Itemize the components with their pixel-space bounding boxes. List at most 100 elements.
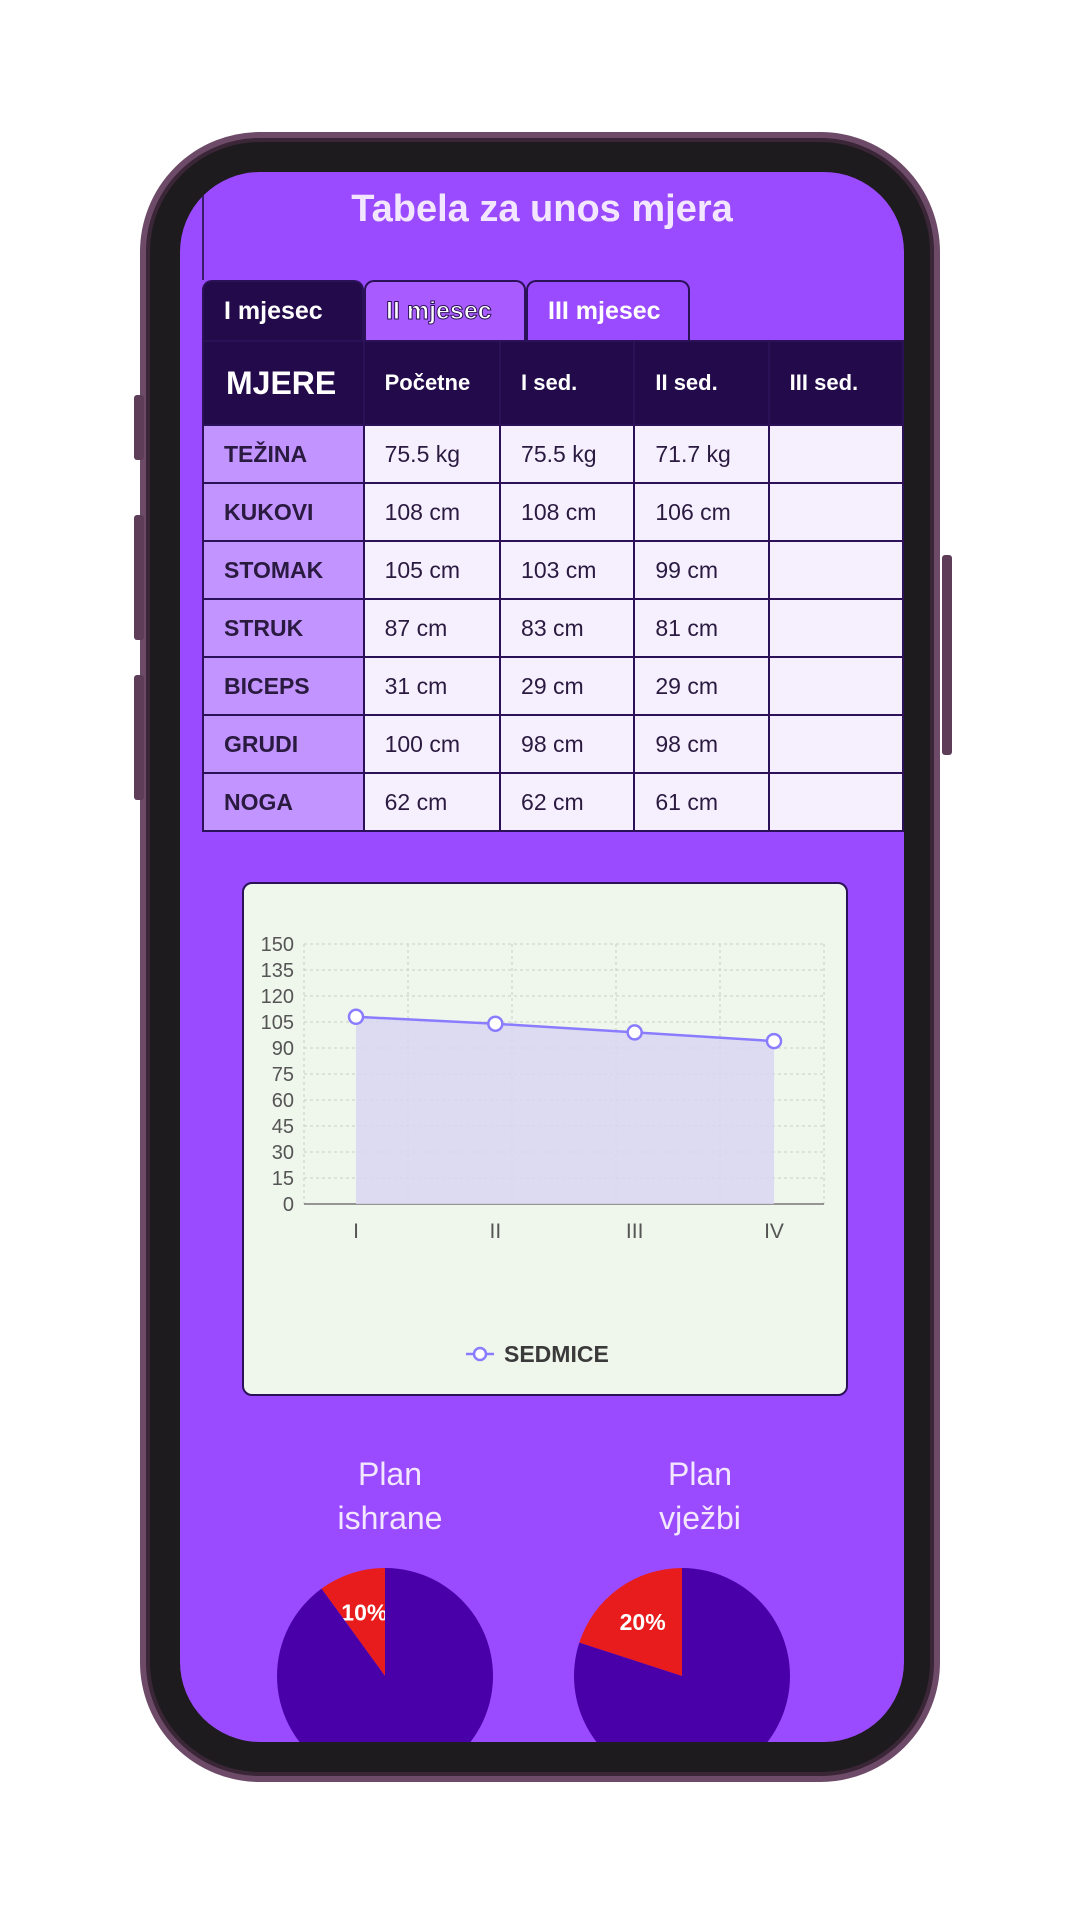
value-cell[interactable]: 99 cm — [633, 540, 770, 600]
y-tick-label: 90 — [272, 1038, 294, 1060]
x-tick-label: III — [626, 1220, 644, 1243]
month-tabs: I mjesec II mjesec III mjesec — [202, 280, 690, 340]
value-cell[interactable]: 105 cm — [362, 540, 502, 600]
value-cell[interactable] — [767, 482, 904, 542]
x-tick-label: I — [353, 1220, 359, 1243]
value-cell[interactable] — [767, 714, 904, 774]
value-cell[interactable]: 31 cm — [362, 656, 502, 716]
value-cell[interactable]: 62 cm — [362, 772, 502, 832]
table-row: NOGA 62 cm 62 cm 61 cm — [202, 772, 904, 832]
value-cell[interactable]: 75.5 kg — [499, 424, 636, 484]
data-point[interactable] — [765, 1032, 783, 1050]
pie-slice — [277, 1568, 493, 1742]
row-label: BICEPS — [202, 656, 365, 716]
tab-month-3[interactable]: III mjesec — [526, 280, 690, 340]
y-tick-label: 15 — [272, 1168, 294, 1190]
y-tick-label: 75 — [272, 1064, 294, 1086]
y-tick-label: 0 — [283, 1194, 294, 1216]
value-cell[interactable] — [767, 540, 904, 600]
data-point[interactable] — [626, 1024, 643, 1041]
pie-slice-label: 10% — [341, 1599, 387, 1625]
pie-slice-label: 20% — [620, 1609, 666, 1635]
phone-mute-button — [134, 395, 144, 460]
app-screen: Tabela za unos mjera I mjesec II mjesec … — [180, 172, 904, 1742]
value-cell[interactable]: 83 cm — [499, 598, 636, 658]
value-cell[interactable]: 81 cm — [633, 598, 770, 658]
legend-label: SEDMICE — [504, 1341, 609, 1367]
row-label: STOMAK — [202, 540, 365, 600]
series-line — [355, 1015, 775, 1043]
pie-slice — [579, 1568, 682, 1676]
value-cell[interactable]: 103 cm — [499, 540, 636, 600]
row-label: NOGA — [202, 772, 365, 832]
phone-volume-down-button — [134, 675, 144, 800]
value-cell[interactable] — [767, 424, 904, 484]
pie-chart-exercise: 20%80% — [574, 1568, 790, 1742]
value-cell[interactable]: 61 cm — [633, 772, 770, 832]
data-point[interactable] — [487, 1015, 504, 1032]
header-week-3: III sed. — [767, 340, 904, 426]
y-tick-label: 135 — [261, 960, 294, 982]
value-cell[interactable]: 75.5 kg — [362, 424, 502, 484]
table-row: GRUDI 100 cm 98 cm 98 cm — [202, 714, 904, 774]
value-cell[interactable]: 98 cm — [499, 714, 636, 774]
x-tick-label: IV — [764, 1220, 784, 1243]
pie-title-exercise: Plan vježbi — [600, 1452, 800, 1540]
table-row: KUKOVI 108 cm 108 cm 106 cm — [202, 482, 904, 542]
phone-power-button — [942, 555, 952, 755]
header-week-1: I sed. — [499, 340, 636, 426]
row-label: STRUK — [202, 598, 365, 658]
header-mjere: MJERE — [202, 340, 365, 426]
row-label: GRUDI — [202, 714, 365, 774]
series-area — [356, 1016, 774, 1204]
header-week-2: II sed. — [633, 340, 770, 426]
tab-month-1[interactable]: I mjesec — [202, 280, 364, 340]
value-cell[interactable]: 98 cm — [633, 714, 770, 774]
data-point[interactable] — [347, 1008, 365, 1026]
pie-title-nutrition: Plan ishrane — [290, 1452, 490, 1540]
value-cell[interactable]: 100 cm — [362, 714, 502, 774]
value-cell[interactable] — [767, 772, 904, 832]
value-cell[interactable]: 29 cm — [633, 656, 770, 716]
value-cell[interactable]: 62 cm — [499, 772, 636, 832]
pie-title-line: Plan — [667, 1456, 733, 1492]
pie-title-line: Plan — [357, 1456, 423, 1492]
y-tick-label: 45 — [272, 1116, 294, 1138]
y-tick-label: 105 — [261, 1012, 294, 1034]
table-header-row: MJERE Početne I sed. II sed. III sed. — [202, 340, 904, 426]
page-title: Tabela za unos mjera — [351, 188, 733, 230]
table-row: STRUK 87 cm 83 cm 81 cm — [202, 598, 904, 658]
y-tick-label: 30 — [272, 1142, 294, 1164]
value-cell[interactable] — [767, 598, 904, 658]
header-pocetne: Početne — [362, 340, 502, 426]
progress-chart-panel: 0 15 30 45 60 75 90 105 120 135 150 I II III IV SEDMICE — [242, 882, 848, 1396]
legend-marker — [472, 1346, 488, 1362]
value-cell[interactable]: 108 cm — [499, 482, 636, 542]
table-row: STOMAK 105 cm 103 cm 99 cm — [202, 540, 904, 600]
row-label: KUKOVI — [202, 482, 365, 542]
value-cell[interactable]: 106 cm — [633, 482, 770, 542]
table-row: TEŽINA 75.5 kg 75.5 kg 71.7 kg — [202, 424, 904, 484]
tab-month-2[interactable]: II mjesec — [364, 280, 526, 340]
value-cell[interactable]: 87 cm — [362, 598, 502, 658]
phone-volume-up-button — [134, 515, 144, 640]
y-tick-label: 150 — [261, 934, 294, 956]
y-tick-label: 120 — [261, 986, 294, 1008]
pie-chart-nutrition: 10%90% — [277, 1568, 493, 1742]
measurements-table: MJERE Početne I sed. II sed. III sed. TE… — [202, 340, 904, 832]
x-tick-label: II — [489, 1220, 501, 1243]
pie-title-line: ishrane — [337, 1500, 443, 1536]
pie-slice — [574, 1568, 790, 1742]
value-cell[interactable]: 108 cm — [362, 482, 502, 542]
table-row: BICEPS 31 cm 29 cm 29 cm — [202, 656, 904, 716]
row-label: TEŽINA — [202, 424, 365, 484]
value-cell[interactable]: 29 cm — [499, 656, 636, 716]
value-cell[interactable] — [767, 656, 904, 716]
pie-slice — [321, 1568, 385, 1676]
chart-legend: SEDMICE — [466, 1341, 609, 1367]
pie-title-line: vježbi — [659, 1500, 741, 1536]
value-cell[interactable]: 71.7 kg — [633, 424, 770, 484]
tab-divider — [202, 172, 204, 280]
y-tick-label: 60 — [272, 1090, 294, 1112]
